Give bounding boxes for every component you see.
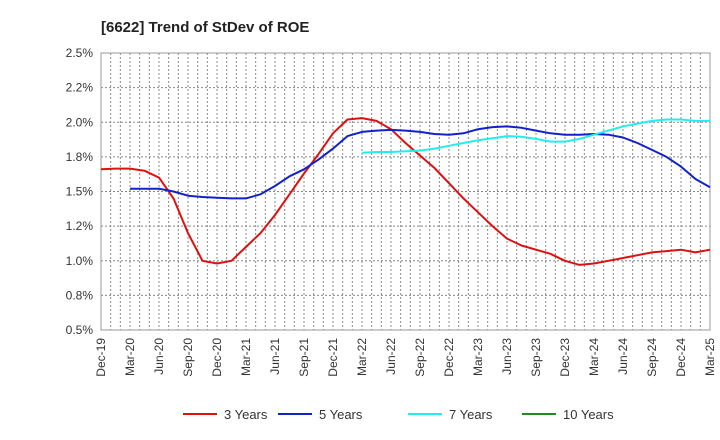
x-tick-label: Mar-25 xyxy=(703,338,717,376)
x-tick-label: Sep-21 xyxy=(297,338,311,377)
x-tick-label: Sep-23 xyxy=(529,338,543,377)
legend-label: 10 Years xyxy=(563,407,614,422)
x-tick-label: Mar-24 xyxy=(587,338,601,376)
series-line-7-years xyxy=(361,118,710,154)
y-tick-label: 2.0% xyxy=(66,115,94,129)
x-tick-label: Jun-24 xyxy=(616,338,630,375)
y-tick-label: 2.5% xyxy=(66,46,94,60)
legend-label: 7 Years xyxy=(449,407,493,422)
x-tick-label: Dec-20 xyxy=(210,338,224,377)
x-tick-label: Jun-20 xyxy=(152,338,166,375)
x-tick-label: Sep-20 xyxy=(181,338,195,377)
x-tick-label: Sep-22 xyxy=(413,338,427,377)
x-tick-label: Dec-19 xyxy=(94,338,108,377)
x-tick-label: Mar-22 xyxy=(355,338,369,376)
series-line-5-years xyxy=(130,125,711,200)
y-tick-label: 0.8% xyxy=(66,288,94,302)
x-tick-label: Sep-24 xyxy=(645,338,659,377)
x-axis-ticks: Dec-19 Mar-20 Jun-20 Sep-20 Dec-20 Mar-21 Jun-… xyxy=(94,338,717,377)
plot-area xyxy=(100,52,711,331)
series-lines xyxy=(100,117,711,266)
y-axis-ticks: 2.5% 2.2% 2.0% 1.8% 1.5% 1.2% 1.0% 0.8% 0.5% xyxy=(66,46,94,337)
x-tick-label: Mar-21 xyxy=(239,338,253,376)
x-tick-label: Dec-21 xyxy=(326,338,340,377)
x-tick-label: Dec-24 xyxy=(674,338,688,377)
y-tick-label: 0.5% xyxy=(66,323,94,337)
x-tick-label: Mar-23 xyxy=(471,338,485,376)
series-line-3-years xyxy=(100,117,711,266)
x-tick-label: Jun-21 xyxy=(268,338,282,375)
legend: 3 Years 5 Years 7 Years 10 Years xyxy=(183,407,614,422)
x-tick-label: Dec-23 xyxy=(558,338,572,377)
x-tick-label: Jun-23 xyxy=(500,338,514,375)
gridlines xyxy=(101,53,710,330)
x-tick-label: Jun-22 xyxy=(384,338,398,375)
chart-title: [6622] Trend of StDev of ROE xyxy=(101,19,309,36)
x-tick-label: Mar-20 xyxy=(123,338,137,376)
y-tick-label: 1.5% xyxy=(66,185,94,199)
y-tick-label: 1.0% xyxy=(66,254,94,268)
y-tick-label: 1.8% xyxy=(66,150,94,164)
x-tick-label: Dec-22 xyxy=(442,338,456,377)
legend-label: 5 Years xyxy=(319,407,363,422)
y-tick-label: 2.2% xyxy=(66,81,94,95)
y-tick-label: 1.2% xyxy=(66,219,94,233)
legend-label: 3 Years xyxy=(224,407,268,422)
